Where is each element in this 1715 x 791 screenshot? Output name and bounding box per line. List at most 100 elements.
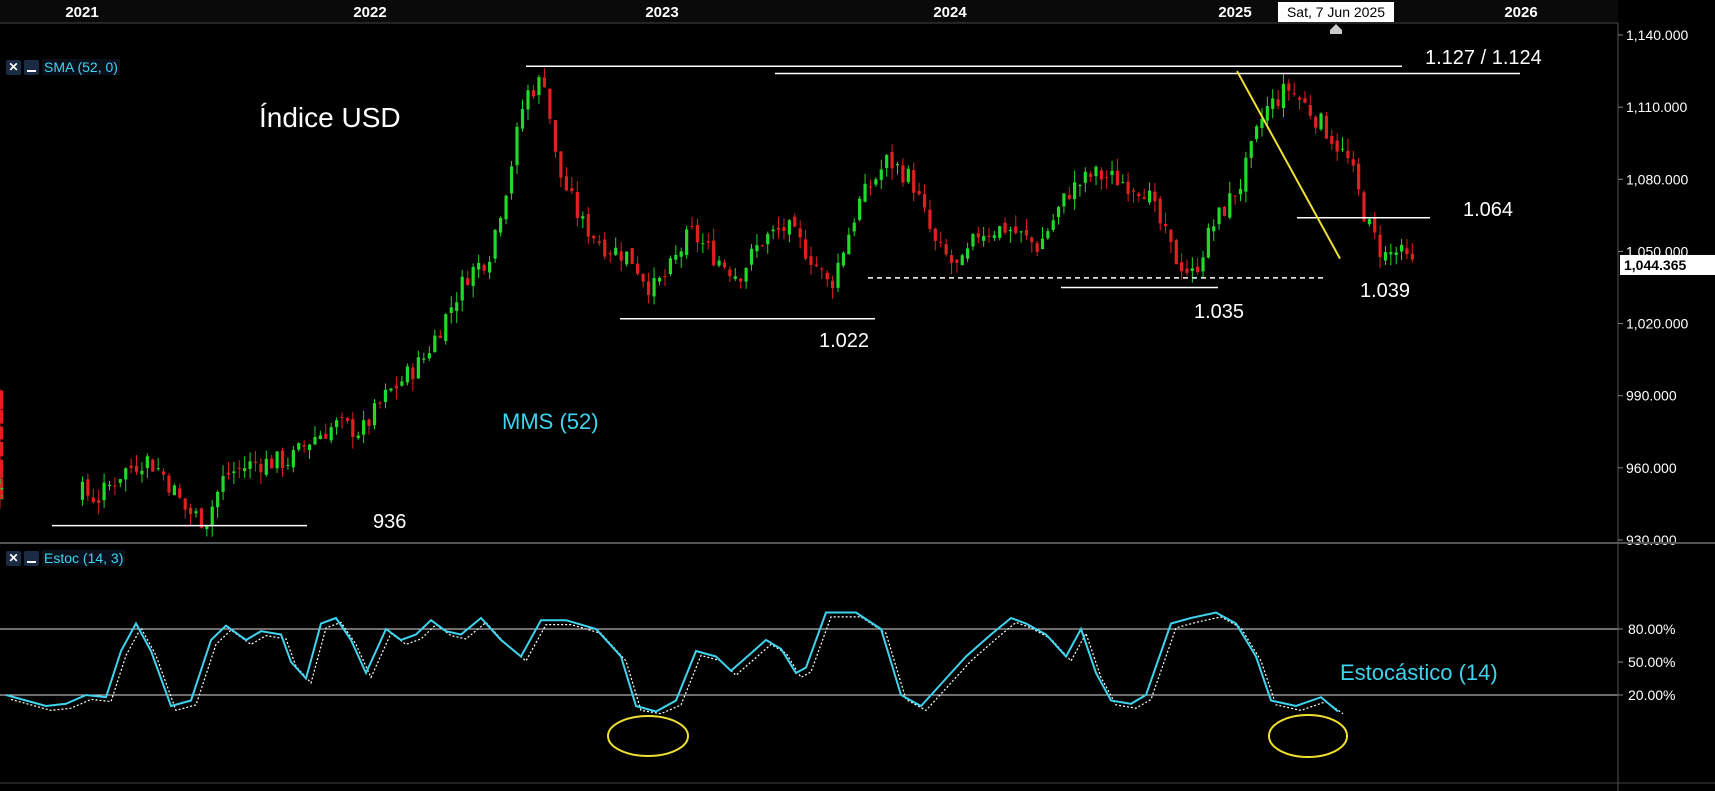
candle-body xyxy=(515,126,519,166)
candle-body xyxy=(814,264,818,267)
stochastic-layer: Estocástico (14) xyxy=(0,611,1618,758)
candle-body xyxy=(1014,226,1018,234)
candle-body xyxy=(488,261,492,273)
annotation-layer: 1.127 / 1.124 1.064 1.039 1.035 1.022 936 Índi… xyxy=(52,47,1542,533)
candle-body xyxy=(1287,83,1291,91)
label-1022: 1.022 xyxy=(819,330,869,352)
candle-body xyxy=(966,248,970,259)
candle-body xyxy=(378,402,382,404)
candle-body xyxy=(498,218,503,233)
candle-body xyxy=(1383,252,1388,261)
candle-body xyxy=(270,458,274,469)
candle-body xyxy=(575,192,579,219)
candle-body xyxy=(1153,191,1157,202)
candle-body xyxy=(422,358,426,360)
candle-body xyxy=(1357,163,1361,190)
candle-body xyxy=(134,465,139,472)
candle-body xyxy=(1046,231,1050,239)
candle-body xyxy=(383,389,388,402)
candle-body xyxy=(890,152,894,169)
price-tick-label: 990.000 xyxy=(1626,388,1677,404)
candle-body xyxy=(253,461,258,463)
candle-body xyxy=(542,77,547,88)
candle-body xyxy=(237,467,241,469)
candle-body xyxy=(1163,223,1168,227)
label-1035: 1.035 xyxy=(1194,301,1244,323)
candle-body xyxy=(1056,207,1061,218)
candle-body xyxy=(264,458,268,475)
stoch-indicator-label: Estoc (14, 3) xyxy=(42,550,126,566)
date-marker-icon xyxy=(1330,24,1342,34)
candle-body xyxy=(960,255,964,266)
candle-body xyxy=(1035,243,1039,252)
candle-body xyxy=(1389,252,1393,255)
candle-body xyxy=(831,280,835,288)
candle-body xyxy=(0,441,4,457)
candle-body xyxy=(1351,159,1355,166)
candle-body xyxy=(1201,257,1205,272)
candle-body xyxy=(405,366,409,383)
candle-body xyxy=(1308,105,1312,116)
candle-body xyxy=(400,381,404,386)
minimize-icon[interactable] xyxy=(24,59,39,75)
candle-body xyxy=(548,88,552,119)
candle-body xyxy=(340,416,344,418)
candle-body xyxy=(679,251,683,257)
candle-body xyxy=(1206,227,1210,258)
year-tick-label: 2025 xyxy=(1218,4,1251,21)
candle-body xyxy=(982,236,986,241)
candle-body xyxy=(1121,182,1125,184)
year-tick-label: 2026 xyxy=(1504,4,1537,21)
candle-body xyxy=(1212,226,1216,232)
label-1127-1124: 1.127 / 1.124 xyxy=(1425,47,1542,69)
date-flag-label: Sat, 7 Jun 2025 xyxy=(1287,4,1385,20)
candle-body xyxy=(652,278,656,297)
candle-body xyxy=(803,239,808,259)
candle-body xyxy=(1185,268,1189,273)
candle-body xyxy=(1105,177,1109,179)
candle-body xyxy=(537,77,541,96)
candle-body xyxy=(444,314,448,342)
candle-body xyxy=(564,176,568,191)
candle-body xyxy=(210,506,214,526)
candle-body xyxy=(86,479,90,496)
candle-body xyxy=(1394,252,1398,256)
time-axis-bar xyxy=(0,0,1618,23)
candle-body xyxy=(559,151,563,178)
candle-body xyxy=(0,410,4,424)
candle-body xyxy=(755,245,759,252)
candle-body xyxy=(1335,140,1339,152)
stoch-indicator-tag[interactable]: ✕ Estoc (14, 3) xyxy=(6,550,126,566)
candle-body xyxy=(874,179,878,185)
candle-body xyxy=(1222,206,1227,216)
candle-body xyxy=(706,241,710,243)
candle-body xyxy=(0,489,4,496)
candle-body xyxy=(992,235,996,238)
candle-body xyxy=(847,234,851,255)
candle-body xyxy=(1003,222,1007,233)
close-icon[interactable]: ✕ xyxy=(6,59,21,75)
candle-body xyxy=(118,479,122,483)
candle-body xyxy=(345,418,350,421)
candle-body xyxy=(0,459,4,479)
close-icon[interactable]: ✕ xyxy=(6,550,21,566)
candle-body xyxy=(362,420,366,435)
candle-body xyxy=(695,225,700,243)
candle-body xyxy=(509,166,514,194)
candle-body xyxy=(879,169,883,180)
candle-body xyxy=(318,435,322,440)
candles-layer xyxy=(0,68,1414,537)
candle-body xyxy=(1324,115,1329,139)
candle-body xyxy=(1078,185,1082,187)
candle-body xyxy=(971,234,975,247)
candle-body xyxy=(243,468,247,472)
sma-indicator-tag[interactable]: ✕ SMA (52, 0) xyxy=(6,59,120,75)
candle-body xyxy=(1067,195,1071,200)
sma-indicator-label: SMA (52, 0) xyxy=(42,59,120,75)
minimize-icon[interactable] xyxy=(24,550,39,566)
candle-body xyxy=(749,248,754,265)
date-flag-box xyxy=(1278,2,1394,22)
candle-body xyxy=(248,461,252,469)
candle-body xyxy=(0,390,4,392)
